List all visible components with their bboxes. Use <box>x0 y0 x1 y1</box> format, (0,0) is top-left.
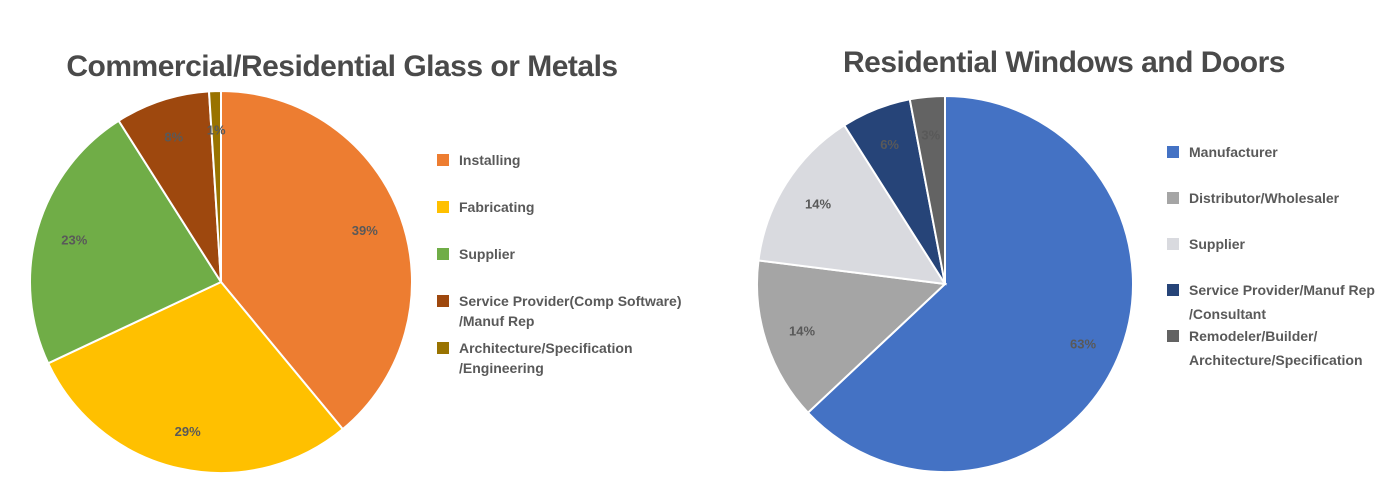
pie-chart-1: Commercial/Residential Glass or Metals 3… <box>29 50 682 474</box>
pie-1-data-label-supplier: 23% <box>61 232 87 247</box>
pie-2-slice-manufacturer <box>806 94 1134 473</box>
legend-1-label-installing: Installing <box>459 152 520 168</box>
legend-2-swatch-supplier <box>1167 238 1179 250</box>
pie-1-legend: Installing Fabricating Supplier Service Pro… <box>437 152 682 376</box>
legend-1-swatch-supplier <box>437 248 449 260</box>
pie-2-data-label-service-provider-manuf-rep-consultant: 6% <box>880 137 899 152</box>
pie-1-data-label-installing: 39% <box>352 223 378 238</box>
legend-2-swatch-manufacturer <box>1167 146 1179 158</box>
pie-1-slice-supplier <box>29 119 223 365</box>
pie-1-data-label-service-provider-comp-software-manuf-rep: 8% <box>164 130 183 145</box>
pie-1-slice-installing <box>220 89 413 431</box>
chart-2-title: Residential Windows and Doors <box>843 46 1285 79</box>
pie-2-data-labels: 63% 14% 14% 6% 3% <box>789 127 1096 351</box>
pie-2-data-label-remodeler-builder-architecture-specification: 3% <box>921 127 940 142</box>
pie-1-data-label-architecture-specification-engineering: 1% <box>207 122 226 137</box>
pie-1-slices <box>29 89 413 474</box>
legend-2-swatch-distributor-wholesaler <box>1167 192 1179 204</box>
legend-1-swatch-installing <box>437 154 449 166</box>
pie-2-data-label-manufacturer: 63% <box>1070 337 1096 352</box>
legend-1-swatch-fabricating <box>437 201 449 213</box>
legend-2-label-distributor-wholesaler: Distributor/Wholesaler <box>1189 190 1340 206</box>
pie-2-legend: Manufacturer Distributor/Wholesaler Suppli… <box>1167 144 1375 368</box>
legend-2-label-service-provider-manuf-rep-consultant: Service Provider/Manuf Rep/Consultant <box>1189 282 1375 322</box>
legend-1-label-architecture-specification-engineering: Architecture/Specification/Engineering <box>459 340 633 376</box>
chart-1-title: Commercial/Residential Glass or Metals <box>66 50 617 83</box>
legend-1-swatch-architecture-specification-engineering <box>437 342 449 354</box>
pie-2-data-label-distributor-wholesaler: 14% <box>789 324 815 339</box>
pie-2-slice-distributor-wholesaler <box>756 259 948 415</box>
pie-2-slice-supplier <box>757 123 947 286</box>
legend-1-label-fabricating: Fabricating <box>459 199 534 215</box>
legend-1-swatch-service-provider-comp-software-manuf-rep <box>437 295 449 307</box>
legend-2-label-remodeler-builder-architecture-specification: Remodeler/Builder/Architecture/Specifica… <box>1189 328 1363 368</box>
legend-2-swatch-service-provider-manuf-rep-consultant <box>1167 284 1179 296</box>
pie-2-slices <box>756 94 1134 473</box>
pie-chart-2: Residential Windows and Doors 63%14%14%6… <box>756 46 1375 473</box>
legend-2-swatch-remodeler-builder-architecture-specification <box>1167 330 1179 342</box>
legend-2-label-manufacturer: Manufacturer <box>1189 144 1278 160</box>
pie-1-data-label-fabricating: 29% <box>175 424 201 439</box>
pie-2-data-label-supplier: 14% <box>805 196 831 211</box>
pie-1-slice-service-provider-comp-software-manuf-rep <box>117 90 222 283</box>
legend-1-label-supplier: Supplier <box>459 246 516 262</box>
legend-2-label-supplier: Supplier <box>1189 236 1246 252</box>
legend-1-label-service-provider-comp-software-manuf-rep: Service Provider(Comp Software)/Manuf Re… <box>459 293 682 329</box>
pie-1-slice-architecture-specification-engineering <box>207 89 222 283</box>
pie-1-data-labels: 39% 29% 23% 8% 1% <box>61 122 378 439</box>
pie-2-slice-remodeler-builder-architecture-specification <box>908 94 946 285</box>
